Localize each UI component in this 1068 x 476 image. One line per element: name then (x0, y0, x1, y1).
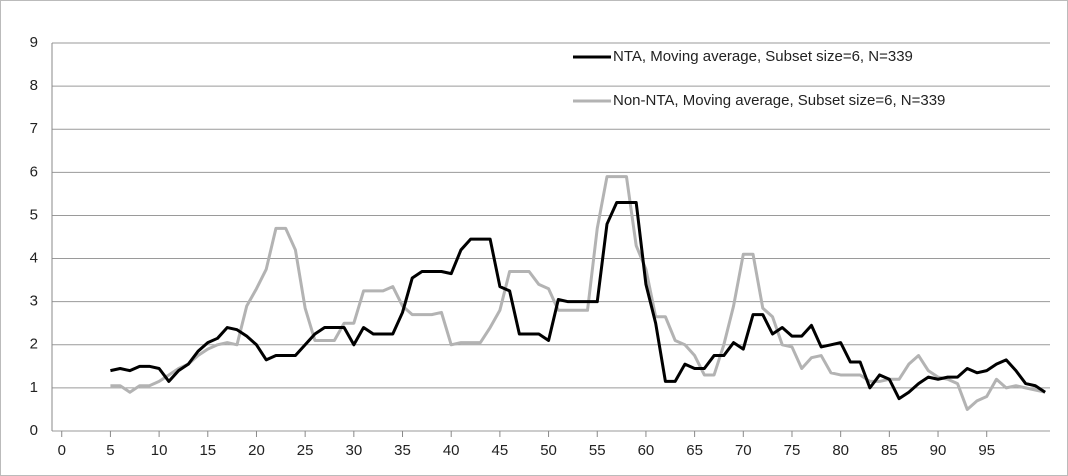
y-tick-label: 8 (30, 77, 38, 94)
y-tick-label: 5 (30, 206, 38, 223)
x-tick-label: 15 (199, 442, 216, 459)
x-tick-label: 35 (394, 442, 411, 459)
legend-label: NTA, Moving average, Subset size=6, N=33… (613, 48, 913, 65)
y-tick-label: 4 (30, 250, 38, 267)
x-tick-label: 50 (540, 442, 557, 459)
x-tick-label: 45 (492, 442, 509, 459)
x-tick-label: 70 (735, 442, 752, 459)
y-tick-label: 1 (30, 379, 38, 396)
y-tick-label: 6 (30, 163, 38, 180)
x-tick-label: 80 (832, 442, 849, 459)
x-tick-label: 20 (248, 442, 265, 459)
x-tick-label: 30 (345, 442, 362, 459)
y-tick-label: 9 (30, 34, 38, 51)
y-tick-label: 3 (30, 293, 38, 310)
y-tick-label: 7 (30, 120, 38, 137)
x-tick-label: 90 (930, 442, 947, 459)
line-series (110, 201, 1046, 401)
x-tick-label: 5 (106, 442, 114, 459)
x-tick-label: 65 (686, 442, 703, 459)
x-tick-label: 25 (297, 442, 314, 459)
x-tick-label: 0 (58, 442, 66, 459)
x-tick-label: 55 (589, 442, 606, 459)
x-tick-label: 75 (784, 442, 801, 459)
x-tick-label: 85 (881, 442, 898, 459)
y-tick-label: 2 (30, 336, 38, 353)
x-tick-label: 60 (638, 442, 655, 459)
legend-label: Non-NTA, Moving average, Subset size=6, … (613, 92, 945, 109)
y-tick-label: 0 (30, 422, 38, 439)
x-tick-label: 95 (978, 442, 995, 459)
x-tick-label: 10 (151, 442, 168, 459)
x-tick-label: 40 (443, 442, 460, 459)
